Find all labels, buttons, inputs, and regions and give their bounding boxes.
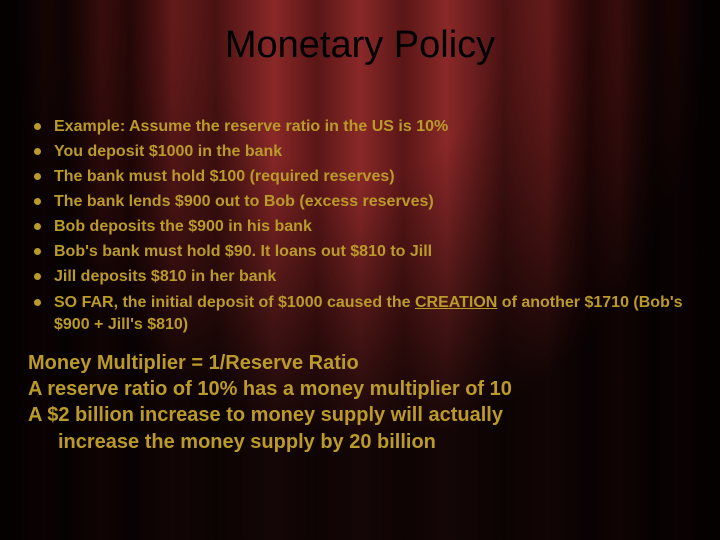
bullet-item: Bob deposits the $900 in his bank bbox=[28, 216, 692, 238]
body-line: A $2 billion increase to money supply wi… bbox=[28, 402, 692, 428]
bullet-list: Example: Assume the reserve ratio in the… bbox=[28, 116, 692, 336]
bullet-item: Bob's bank must hold $90. It loans out $… bbox=[28, 241, 692, 263]
slide: Monetary Policy Example: Assume the rese… bbox=[0, 0, 720, 540]
bullet-item: The bank lends $900 out to Bob (excess r… bbox=[28, 191, 692, 213]
bullet-text-underlined: CREATION bbox=[415, 294, 497, 311]
body-text: Money Multiplier = 1/Reserve Ratio A res… bbox=[28, 350, 692, 456]
body-line-indent: increase the money supply by 20 billion bbox=[28, 429, 692, 455]
body-line: Money Multiplier = 1/Reserve Ratio bbox=[28, 350, 692, 376]
bullet-item: Example: Assume the reserve ratio in the… bbox=[28, 116, 692, 138]
body-line: A reserve ratio of 10% has a money multi… bbox=[28, 376, 692, 402]
bullet-text-prefix: SO FAR, the initial deposit of $1000 cau… bbox=[54, 294, 415, 311]
bullet-item-last: SO FAR, the initial deposit of $1000 cau… bbox=[28, 292, 692, 336]
slide-content: Example: Assume the reserve ratio in the… bbox=[28, 116, 692, 455]
slide-title: Monetary Policy bbox=[0, 24, 720, 67]
bullet-item: The bank must hold $100 (required reserv… bbox=[28, 166, 692, 188]
bullet-item: You deposit $1000 in the bank bbox=[28, 141, 692, 163]
bullet-item: Jill deposits $810 in her bank bbox=[28, 266, 692, 288]
